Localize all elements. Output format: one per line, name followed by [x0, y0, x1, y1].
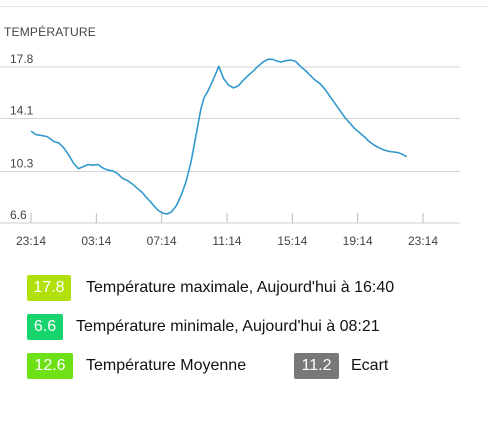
- max-temperature-badge: 17.8: [27, 275, 71, 301]
- x-tick-label: 23:14: [16, 234, 46, 248]
- x-tick-label: 11:14: [212, 234, 241, 248]
- x-tick-label: 19:14: [343, 234, 373, 248]
- average-temperature-badge: 12.6: [27, 353, 73, 379]
- chart-title: TEMPÉRATURE: [4, 25, 96, 39]
- range-label: Ecart: [351, 357, 389, 374]
- x-tick-label: 07:14: [147, 234, 177, 248]
- temperature-line: [30, 58, 408, 215]
- x-tick-label: 15:14: [277, 234, 307, 248]
- x-tick-label: 23:14: [408, 234, 438, 248]
- x-tick-label: 03:14: [81, 234, 111, 248]
- y-tick-label: 14.1: [10, 104, 34, 118]
- temperature-chart: 6.6 10.3 14.1 17.8 23:14 03:14 07:14 11:14 15:14…: [0, 52, 460, 248]
- min-temperature-label: Température minimale, Aujourd'hui à 08:2…: [76, 318, 380, 335]
- y-tick-label: 17.8: [10, 52, 34, 66]
- max-temperature-label: Température maximale, Aujourd'hui à 16:4…: [86, 279, 395, 296]
- top-divider: [0, 6, 488, 7]
- min-temperature-badge: 6.6: [27, 314, 63, 340]
- y-tick-label: 6.6: [10, 208, 27, 222]
- y-tick-label: 10.3: [10, 156, 34, 170]
- range-badge: 11.2: [294, 353, 339, 379]
- average-temperature-label: Température Moyenne: [86, 357, 247, 374]
